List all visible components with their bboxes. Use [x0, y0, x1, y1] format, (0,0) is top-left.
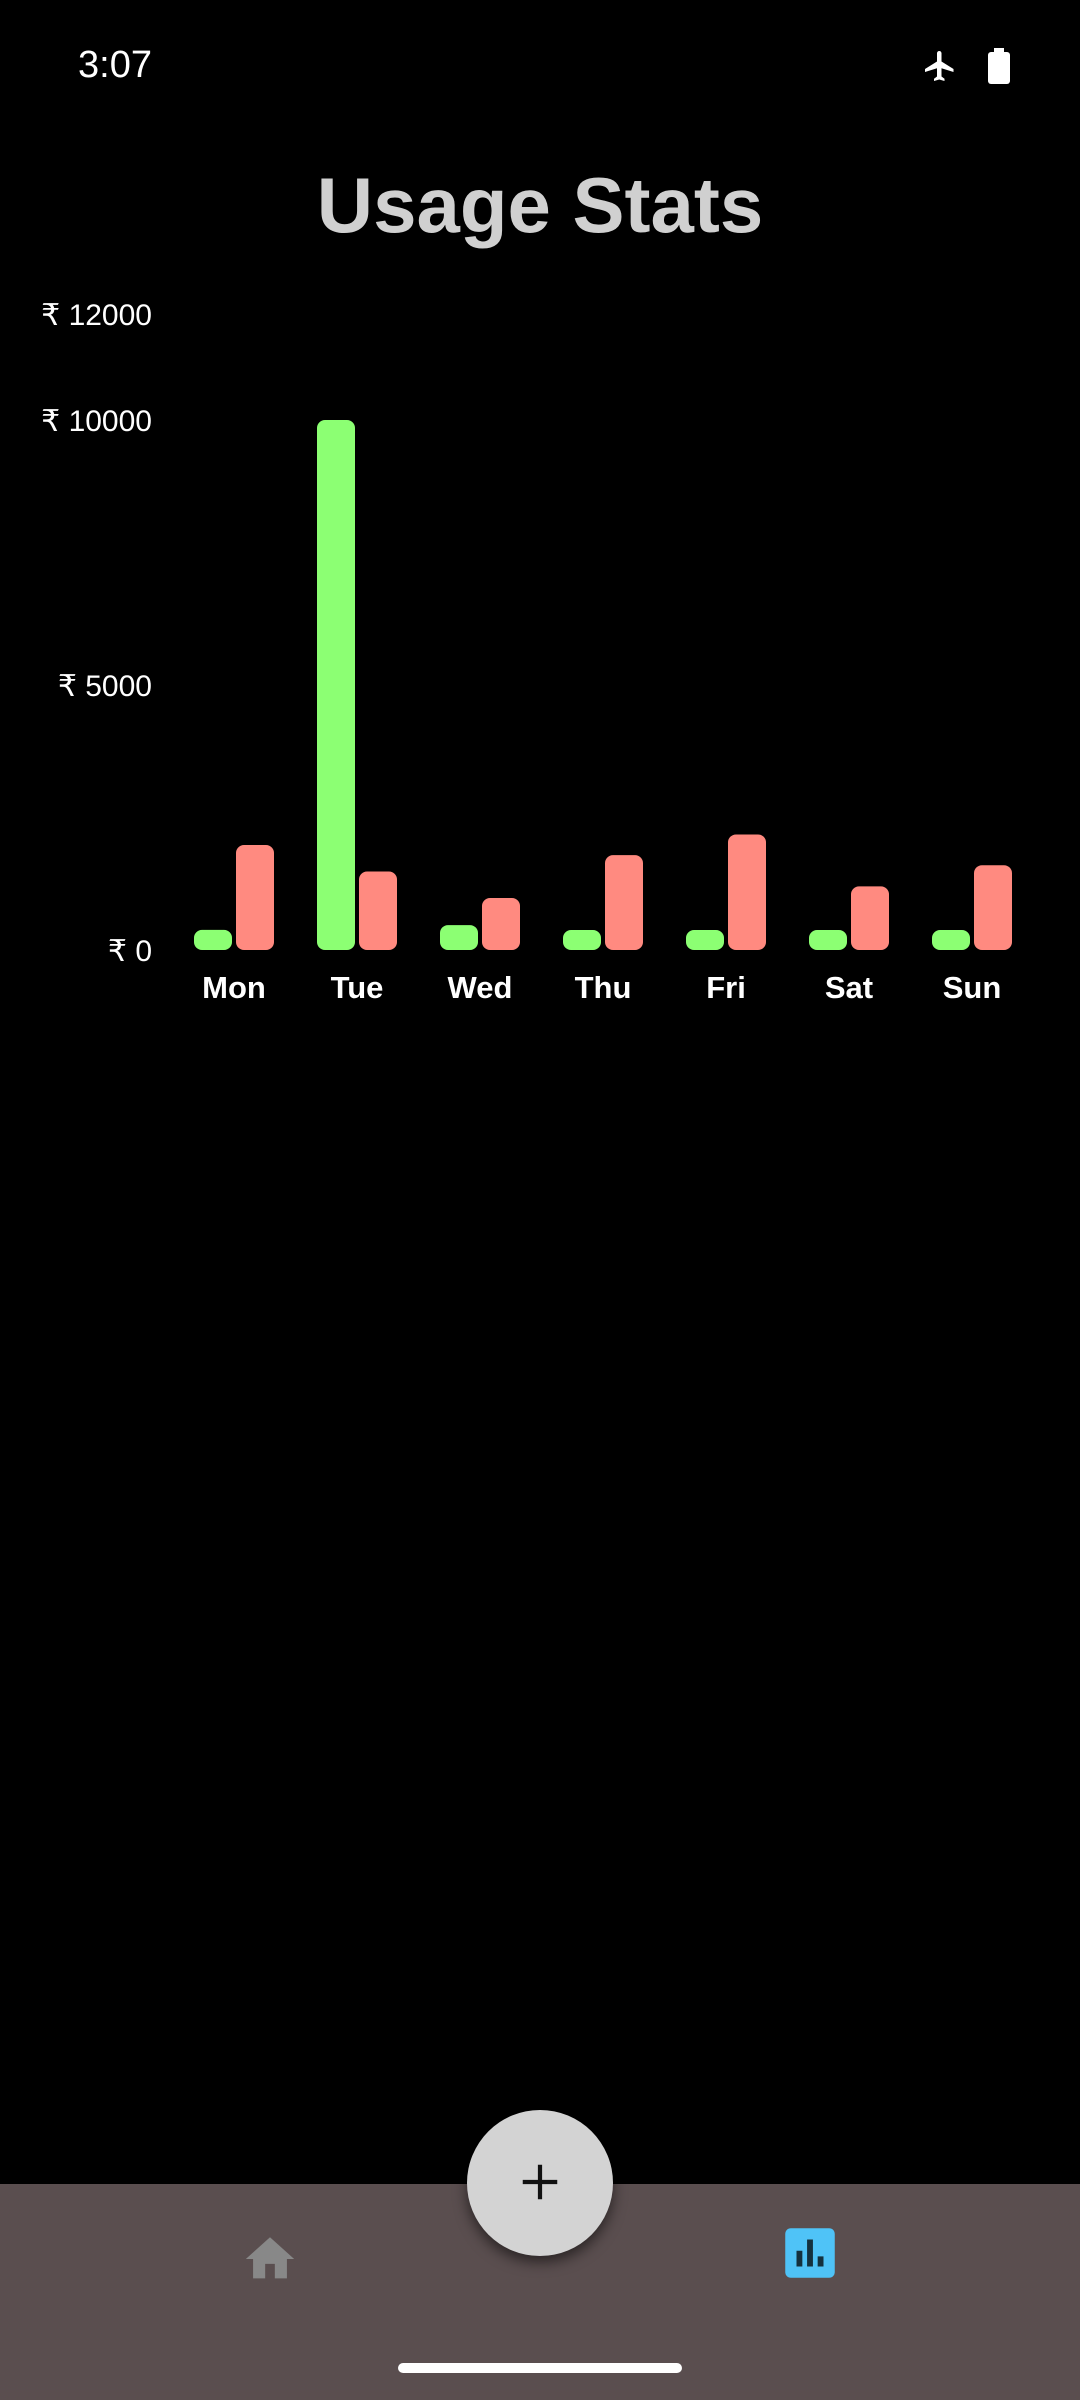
- bar-fri-series-1: [686, 930, 724, 950]
- home-icon: [241, 2230, 299, 2293]
- status-icons: [922, 48, 1010, 89]
- nav-item-home[interactable]: [239, 2230, 301, 2292]
- y-tick-label: ₹ 10000: [41, 405, 152, 438]
- nav-item-stats[interactable]: [783, 2226, 837, 2280]
- bar-chart-icon: [783, 2228, 837, 2284]
- plus-icon: [517, 2159, 563, 2208]
- bar-fri-series-2: [728, 834, 766, 950]
- status-bar: 3:07: [0, 0, 1080, 130]
- usage-bar-chart: ₹ 0 ₹ 5000 ₹ 10000 ₹ 12000 Mon Tue Wed Thu Fri Sa…: [0, 280, 1080, 1020]
- x-tick-label: Mon: [202, 970, 266, 1005]
- bar-mon-series-2: [236, 845, 274, 950]
- bar-tue-series-1: [317, 420, 355, 950]
- x-tick-label: Sat: [825, 970, 873, 1005]
- x-tick-label: Sun: [943, 970, 1002, 1005]
- status-time: 3:07: [78, 44, 152, 86]
- bar-sun-series-1: [932, 930, 970, 950]
- bar-wed-series-1: [440, 925, 478, 950]
- battery-icon: [988, 48, 1010, 89]
- bar-mon-series-1: [194, 929, 232, 950]
- x-tick-label: Fri: [706, 970, 746, 1005]
- gesture-bar: [398, 2363, 682, 2373]
- x-tick-label: Tue: [331, 970, 384, 1005]
- y-tick-label: ₹ 5000: [58, 670, 152, 703]
- bar-tue-series-2: [359, 871, 397, 950]
- y-tick-label: ₹ 12000: [41, 299, 152, 332]
- bar-wed-series-2: [482, 898, 520, 950]
- bar-thu-series-1: [563, 930, 601, 950]
- page-title: Usage Stats: [316, 161, 764, 249]
- chart-svg: ₹ 0 ₹ 5000 ₹ 10000 ₹ 12000 Mon Tue Wed Thu Fri Sa…: [41, 299, 1012, 1005]
- airplane-icon: [922, 48, 958, 89]
- bar-sat-series-1: [809, 930, 847, 950]
- bar-thu-series-2: [605, 855, 643, 950]
- bar-sun-series-2: [974, 865, 1012, 950]
- bar-sat-series-2: [851, 886, 889, 950]
- x-tick-label: Thu: [575, 970, 632, 1005]
- y-tick-label: ₹ 0: [108, 935, 152, 968]
- x-tick-label: Wed: [448, 970, 513, 1005]
- add-button[interactable]: [467, 2110, 613, 2256]
